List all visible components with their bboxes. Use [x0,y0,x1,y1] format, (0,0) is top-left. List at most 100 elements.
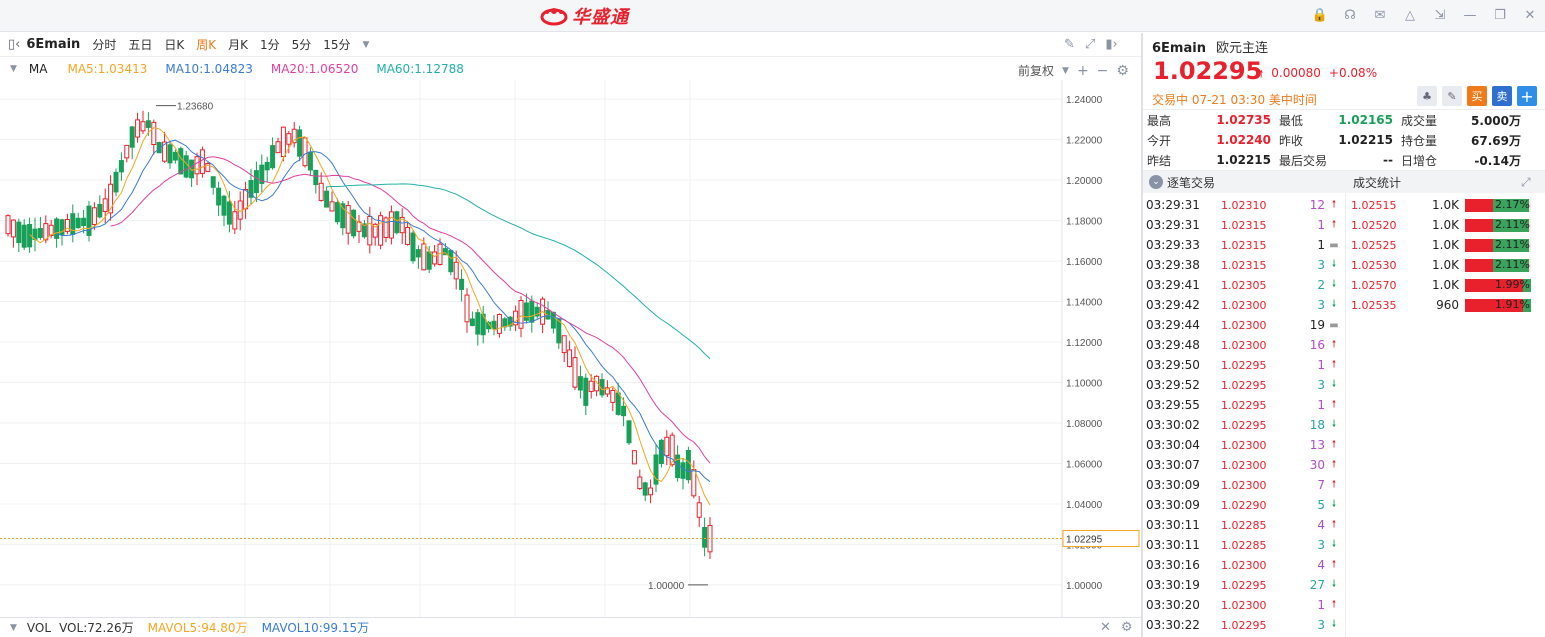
note-icon[interactable]: ✎ [1442,86,1462,106]
dist-bar: 1.91% [1465,298,1531,312]
title-bar: 华盛通 🔒 ☊ ✉ △ ⇲ — ❐ ✕ [0,0,1545,32]
fullscreen-icon[interactable]: ⤢ [1084,37,1096,52]
candle-body [54,218,60,239]
tick-qty: 3 [1317,298,1325,312]
collapse-panel-icon[interactable]: ▮› [1105,37,1118,52]
dist-qty: 960 [1436,298,1459,312]
ticks-header[interactable]: ⌄ 逐笔交易 [1149,174,1215,191]
stat-label: 日增仓 [1401,153,1438,168]
candle-body [642,482,648,496]
high-label: 1.23680 [177,102,214,113]
lock-icon[interactable]: 🔒 [1311,7,1329,23]
candle-body [513,310,519,326]
candle-body [264,161,270,171]
period-intraday[interactable]: 分时 [92,38,117,52]
period-1min[interactable]: 1分 [259,38,280,52]
y-tick-label: 1.18000 [1066,217,1103,228]
tick-time: 03:29:33 [1146,238,1200,252]
candle-body [529,300,535,323]
period-daily[interactable]: 日K [164,38,185,52]
tick-row: 03:29:42 1.02300 3 🠗 [1143,295,1345,315]
change-value: 0.00080 [1271,66,1321,80]
quote-actions: ♣ ✎ 买 卖 + [1417,86,1537,106]
period-5day[interactable]: 五日 [128,38,153,52]
vol-collapse-icon[interactable]: ▼ [10,622,17,633]
period-dropdown-icon[interactable]: ▼ [362,39,370,50]
close-icon[interactable]: ✕ [1524,7,1536,23]
tick-price: 1.02300 [1221,438,1267,452]
brand-name: 华盛通 [572,7,629,28]
adjust-dropdown-icon[interactable]: ▼ [1062,65,1069,76]
candle-body [669,434,675,466]
dist-price: 1.02515 [1351,198,1397,212]
period-weekly[interactable]: 周K [196,38,217,52]
tick-row: 03:30:19 1.02295 27 🠗 [1143,575,1345,595]
up-arrow-icon: 🠕 [1331,458,1337,470]
period-5min[interactable]: 5分 [291,38,312,52]
flat-icon: ▬ [1329,319,1339,331]
candle-body [372,223,378,238]
vol-label[interactable]: VOL [26,620,52,635]
brand-logo-icon [540,8,568,26]
settings-icon[interactable]: ⚙ [1116,62,1129,79]
shrink-icon[interactable]: ⇲ [1434,7,1446,23]
alert-icon[interactable]: ♣ [1417,86,1437,106]
candle-body [621,405,627,417]
shirt-icon[interactable]: △ [1405,7,1415,23]
adjust-select[interactable]: 前复权 [1018,64,1055,78]
tick-price: 1.02305 [1221,278,1267,292]
ticks-title: 逐笔交易 [1167,175,1216,190]
period-15min[interactable]: 15分 [323,38,351,52]
candle-body [86,205,92,236]
dist-percent: 1.99% [1495,277,1530,291]
vol-settings-icon[interactable]: ⚙ [1120,620,1133,635]
candle-body [167,144,173,164]
tick-time: 03:30:16 [1146,558,1200,572]
period-monthly[interactable]: 月K [228,38,248,52]
tick-time: 03:30:02 [1146,418,1200,432]
add-watchlist-button[interactable]: + [1517,86,1537,106]
stats-row: 昨结 1.02215 最后交易 -- 日增仓 -0.14万 [1143,150,1545,170]
ma10-line [56,139,711,483]
sell-button[interactable]: 卖 [1492,86,1512,106]
panel-divider[interactable] [1141,33,1143,637]
sidebar-toggle-icon[interactable]: ▯‹ [8,37,21,52]
restore-icon[interactable]: ❐ [1494,7,1506,23]
stat-value: 67.69万 [1471,133,1521,148]
current-price-label: 1.02295 [1066,534,1103,545]
kline-chart[interactable]: 1.24000 1.22000 1.20000 1.18000 1.16000 1.140… [0,80,1141,617]
draw-icon[interactable]: ✎ [1064,37,1075,52]
tick-qty: 5 [1317,498,1325,512]
tick-list[interactable]: 03:29:31 1.02310 12 🠕 03:29:31 1.02315 1 🠕 03:29… [1143,195,1345,635]
vol-close-icon[interactable]: ✕ [1100,620,1111,635]
zoom-out-icon[interactable]: − [1096,62,1109,79]
expand-icon[interactable]: ⤢ [1521,174,1531,189]
tick-time: 03:30:19 [1146,578,1200,592]
headset-icon[interactable]: ☊ [1344,7,1356,23]
ma-label[interactable]: MA [28,62,48,76]
dist-title[interactable]: 成交统计 [1353,175,1402,190]
tick-time: 03:29:55 [1146,398,1200,412]
vol-value: VOL:72.26万 [59,621,134,635]
dist-percent: 2.11% [1495,257,1530,271]
mavol5-value: MAVOL5:94.80万 [147,621,248,635]
buy-button[interactable]: 买 [1467,86,1487,106]
tick-row: 03:30:09 1.02300 7 🠕 [1143,475,1345,495]
y-tick-label: 1.10000 [1066,379,1103,390]
candle-body [16,221,22,244]
stat-label: 最低 [1279,113,1304,128]
zoom-in-icon[interactable]: + [1076,62,1089,79]
mail-icon[interactable]: ✉ [1374,7,1386,23]
minimize-icon[interactable]: — [1463,7,1477,23]
candle-body [97,203,103,218]
tick-qty: 3 [1317,378,1325,392]
candle-body [48,224,54,236]
tick-row: 03:30:11 1.02285 3 🠗 [1143,535,1345,555]
dist-row: 1.02530 1.0K 2.11% [1347,255,1545,275]
dist-row: 1.02525 1.0K 2.11% [1347,235,1545,255]
y-tick-label: 1.00000 [1066,581,1103,592]
candle-body [232,211,238,230]
ma-row: ▼ MA MA5:1.03413 MA10:1.04823 MA20:1.065… [0,58,1141,80]
tick-qty: 1 [1317,218,1325,232]
ma-collapse-icon[interactable]: ▼ [10,64,17,74]
